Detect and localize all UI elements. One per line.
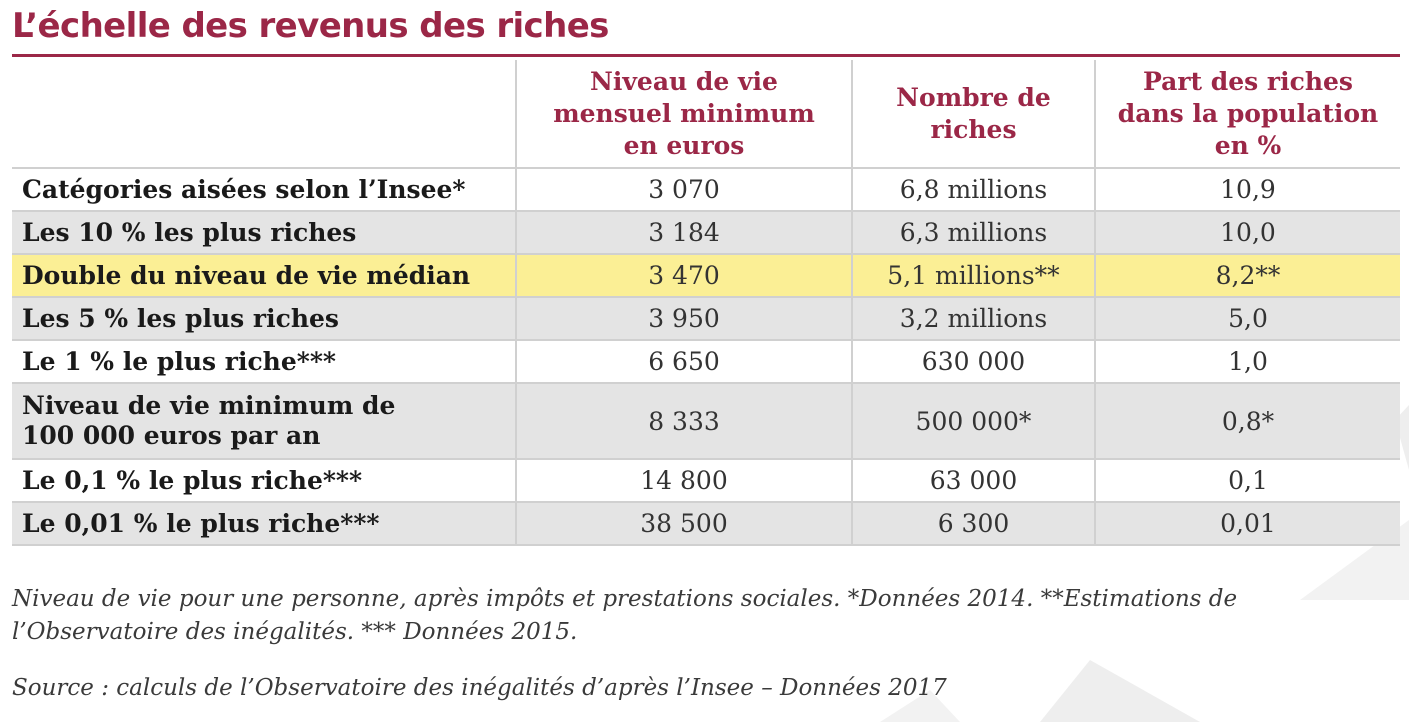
row-label: Le 0,1 % le plus riche***: [12, 459, 516, 503]
table-row: Les 10 % les plus riches 3 184 6,3 milli…: [12, 211, 1400, 255]
table-row: Niveau de vie minimum de 100 000 euros p…: [12, 383, 1400, 460]
page-title: L’échelle des revenus des riches: [12, 6, 609, 46]
cell-minimum: 3 950: [515, 297, 852, 341]
cell-share: 5,0: [1094, 297, 1400, 341]
cell-count: 3,2 millions: [851, 297, 1095, 341]
cell-minimum: 38 500: [515, 502, 852, 546]
row-label: Catégories aisées selon l’Insee*: [12, 168, 516, 212]
table-header-row: Niveau de vie mensuel minimum en euros N…: [12, 60, 1400, 169]
header-share-of-population: Part des riches dans la population en %: [1094, 60, 1400, 169]
cell-count: 6,3 millions: [851, 211, 1095, 255]
header-number-of-rich: Nombre de riches: [851, 60, 1095, 169]
cell-share: 10,9: [1094, 168, 1400, 212]
cell-share: 10,0: [1094, 211, 1400, 255]
row-label: Double du niveau de vie médian: [12, 254, 516, 298]
header-blank-cell: [12, 60, 516, 169]
cell-minimum: 14 800: [515, 459, 852, 503]
cell-count: 63 000: [851, 459, 1095, 503]
cell-share: 0,1: [1094, 459, 1400, 503]
cell-share: 0,01: [1094, 502, 1400, 546]
cell-share: 8,2**: [1094, 254, 1400, 298]
table-row: Catégories aisées selon l’Insee* 3 070 6…: [12, 168, 1400, 212]
income-table: Niveau de vie mensuel minimum en euros N…: [12, 60, 1400, 546]
row-label: Le 0,01 % le plus riche***: [12, 502, 516, 546]
row-label: Le 1 % le plus riche***: [12, 340, 516, 384]
cell-minimum: 6 650: [515, 340, 852, 384]
row-label: Les 10 % les plus riches: [12, 211, 516, 255]
cell-count: 5,1 millions**: [851, 254, 1095, 298]
table-row: Le 1 % le plus riche*** 6 650 630 000 1,…: [12, 340, 1400, 384]
table-row: Le 0,01 % le plus riche*** 38 500 6 300 …: [12, 502, 1400, 546]
cell-count: 6,8 millions: [851, 168, 1095, 212]
row-label: Les 5 % les plus riches: [12, 297, 516, 341]
table-row: Le 0,1 % le plus riche*** 14 800 63 000 …: [12, 459, 1400, 503]
cell-minimum: 3 184: [515, 211, 852, 255]
cell-minimum: 3 470: [515, 254, 852, 298]
row-label: Niveau de vie minimum de 100 000 euros p…: [12, 383, 516, 460]
table-row-highlighted: Double du niveau de vie médian 3 470 5,1…: [12, 254, 1400, 298]
source-line: Source : calculs de l’Observatoire des i…: [12, 675, 947, 701]
footnote: Niveau de vie pour une personne, après i…: [12, 586, 1238, 645]
cell-minimum: 3 070: [515, 168, 852, 212]
header-minimum-income: Niveau de vie mensuel minimum en euros: [515, 60, 852, 169]
cell-count: 500 000*: [851, 383, 1095, 460]
title-divider: [12, 54, 1400, 57]
cell-count: 630 000: [851, 340, 1095, 384]
cell-share: 1,0: [1094, 340, 1400, 384]
cell-count: 6 300: [851, 502, 1095, 546]
table-row: Les 5 % les plus riches 3 950 3,2 millio…: [12, 297, 1400, 341]
cell-minimum: 8 333: [515, 383, 852, 460]
cell-share: 0,8*: [1094, 383, 1400, 460]
